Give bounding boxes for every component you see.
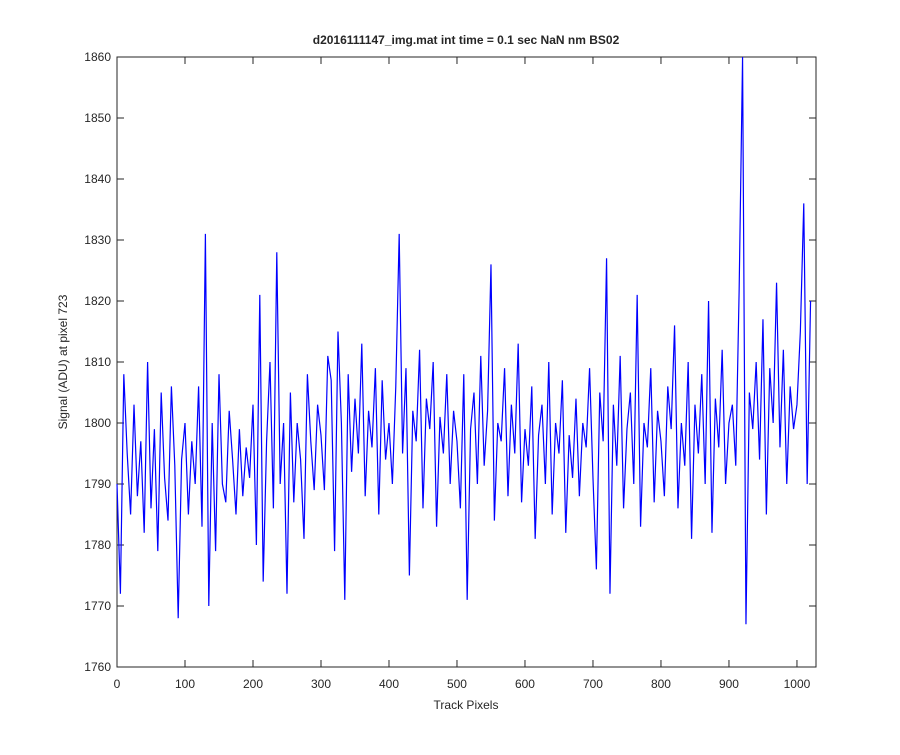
y-tick-label: 1780 xyxy=(84,538,111,552)
x-tick-label: 300 xyxy=(311,677,331,691)
x-tick-label: 1000 xyxy=(784,677,811,691)
data-line xyxy=(116,56,812,625)
y-tick-label: 1790 xyxy=(84,477,111,491)
x-tick-label: 100 xyxy=(175,677,195,691)
y-axis-label: Signal (ADU) at pixel 723 xyxy=(56,294,70,429)
x-tick-label: 400 xyxy=(379,677,399,691)
y-tick-label: 1830 xyxy=(84,233,111,247)
x-tick-label: 900 xyxy=(719,677,739,691)
y-tick-label: 1820 xyxy=(84,294,111,308)
y-tick-label: 1860 xyxy=(84,50,111,64)
y-tick-label: 1800 xyxy=(84,416,111,430)
y-tick-label: 1770 xyxy=(84,599,111,613)
x-tick-label: 500 xyxy=(447,677,467,691)
y-tick-label: 1760 xyxy=(84,660,111,674)
y-tick-label: 1850 xyxy=(84,111,111,125)
x-tick-label: 200 xyxy=(243,677,263,691)
x-tick-label: 800 xyxy=(651,677,671,691)
x-tick-label: 700 xyxy=(583,677,603,691)
y-tick-label: 1810 xyxy=(84,355,111,369)
x-tick-label: 600 xyxy=(515,677,535,691)
x-tick-label: 0 xyxy=(114,677,121,691)
x-axis-label: Track Pixels xyxy=(434,698,499,712)
y-tick-label: 1840 xyxy=(84,172,111,186)
chart-title: d2016111147_img.mat int time = 0.1 sec N… xyxy=(313,33,620,47)
